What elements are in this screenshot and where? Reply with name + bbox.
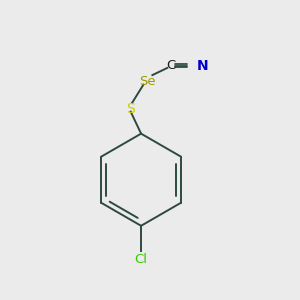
Text: Cl: Cl <box>135 253 148 266</box>
Text: S: S <box>126 102 135 116</box>
Text: N: N <box>197 58 208 73</box>
Text: C: C <box>166 59 176 72</box>
Text: Se: Se <box>139 74 155 88</box>
